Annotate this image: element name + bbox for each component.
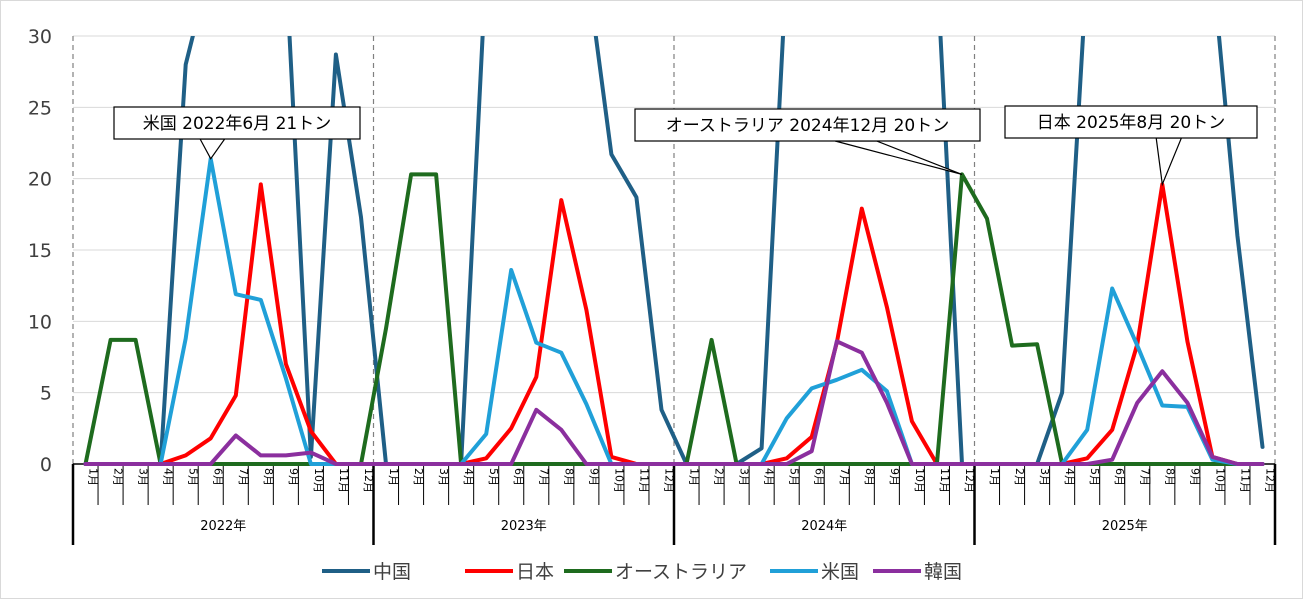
month-tick-label: 9月	[287, 468, 300, 486]
callout-pointer	[1155, 137, 1183, 187]
month-tick-label: 3月	[137, 468, 150, 486]
year-label: 2022年	[200, 519, 246, 534]
month-tick-label: 1月	[988, 468, 1001, 486]
legend-label: 中国	[373, 561, 411, 583]
month-tick-label: 12月	[362, 468, 375, 493]
month-tick-label: 3月	[1038, 468, 1051, 486]
y-tick-label: 0	[40, 454, 52, 476]
month-tick-label: 8月	[262, 468, 275, 486]
y-tick-label: 5	[40, 383, 52, 405]
month-tick-label: 2月	[1013, 468, 1026, 486]
x-axis: 1月 2月 3月 4月 5月 6月 7月 8月 9月 10月 11月 12月 1月 2月 3月 4月 5月 6月 7…	[71, 463, 1276, 545]
month-tick-label: 11月	[1238, 468, 1251, 493]
callout-box	[113, 106, 361, 140]
legend-item: 韓国	[873, 561, 962, 583]
y-tick-label: 25	[28, 97, 52, 119]
month-tick-label: 6月	[1113, 468, 1126, 486]
month-tick-label: 12月	[1263, 468, 1276, 493]
month-tick-label: 6月	[212, 468, 225, 486]
annotation-callout: 日本 2025年8月 20トン	[1004, 105, 1258, 187]
month-tick-label: 4月	[162, 468, 175, 486]
y-tick-label: 20	[28, 169, 52, 191]
month-tick-label: 12月	[963, 468, 976, 493]
month-tick-label: 11月	[938, 468, 951, 493]
month-tick-label: 2月	[112, 468, 125, 486]
callout-text: 日本 2025年8月 20トン	[1037, 113, 1226, 133]
y-tick-label: 30	[28, 26, 52, 48]
month-tick-label: 5月	[788, 468, 801, 486]
series-lines	[83, 36, 1265, 466]
legend-label: 米国	[821, 561, 859, 583]
month-tick-label: 2月	[713, 468, 726, 486]
month-tick-label: 10月	[1213, 468, 1226, 493]
month-tick-label: 7月	[237, 468, 250, 486]
month-tick-label: 10月	[612, 468, 625, 493]
y-axis-ticks: 0 5 10 15 20 25 30	[28, 26, 52, 476]
annotations: 米国 2022年6月 21トン オーストラリア 2024年12月 20トン 日本 2…	[113, 105, 1258, 187]
callout-text: オーストラリア 2024年12月 20トン	[666, 116, 950, 136]
month-tick-label: 4月	[763, 468, 776, 486]
series-line	[83, 339, 1265, 466]
callout-pointer	[834, 140, 963, 175]
month-tick-label: 11月	[637, 468, 650, 493]
month-tick-label: 9月	[587, 468, 600, 486]
year-label: 2024年	[801, 519, 847, 534]
month-tick-label: 1月	[688, 468, 701, 486]
month-tick-label: 5月	[187, 468, 200, 486]
y-tick-label: 10	[28, 311, 52, 333]
legend-item: 日本	[465, 561, 554, 583]
month-tick-label: 3月	[437, 468, 450, 486]
month-tick-label: 5月	[1088, 468, 1101, 486]
month-tick-label: 9月	[1188, 468, 1201, 486]
legend: 中国 日本 オーストラリア 米国 韓国	[322, 561, 962, 583]
callout-text: 米国 2022年6月 21トン	[143, 114, 332, 134]
month-tick-label: 9月	[888, 468, 901, 486]
month-tick-label: 10月	[312, 468, 325, 493]
year-label: 2023年	[501, 519, 547, 534]
month-tick-label: 11月	[337, 468, 350, 493]
month-tick-label: 8月	[562, 468, 575, 486]
legend-item: 米国	[770, 561, 859, 583]
month-tick-label: 1月	[87, 468, 100, 486]
month-tick-label: 4月	[462, 468, 475, 486]
month-tick-label: 7月	[537, 468, 550, 486]
legend-item: オーストラリア	[564, 561, 747, 583]
month-tick-label: 12月	[662, 468, 675, 493]
month-tick-label: 3月	[738, 468, 751, 486]
month-tick-label: 4月	[1063, 468, 1076, 486]
callout-pointer	[199, 138, 226, 160]
month-tick-label: 2月	[412, 468, 425, 486]
month-tick-label: 5月	[487, 468, 500, 486]
series-line	[158, 36, 1265, 466]
callout-box	[1004, 105, 1258, 139]
annotation-callout: オーストラリア 2024年12月 20トン	[634, 108, 981, 175]
annotation-callout: 米国 2022年6月 21トン	[113, 106, 361, 160]
month-tick-label: 8月	[863, 468, 876, 486]
legend-item: 中国	[322, 561, 411, 583]
y-tick-label: 15	[28, 240, 52, 262]
month-tick-label: 10月	[913, 468, 926, 493]
month-tick-label: 6月	[512, 468, 525, 486]
month-tick-label: 1月	[387, 468, 400, 486]
month-tick-label: 7月	[838, 468, 851, 486]
legend-label: 日本	[516, 561, 554, 583]
month-tick-label: 8月	[1163, 468, 1176, 486]
month-tick-label: 6月	[813, 468, 826, 486]
year-label: 2025年	[1102, 519, 1148, 534]
month-tick-label: 7月	[1138, 468, 1151, 486]
legend-label: 韓国	[924, 561, 962, 583]
legend-label: オーストラリア	[615, 561, 747, 583]
callout-box	[634, 108, 981, 142]
